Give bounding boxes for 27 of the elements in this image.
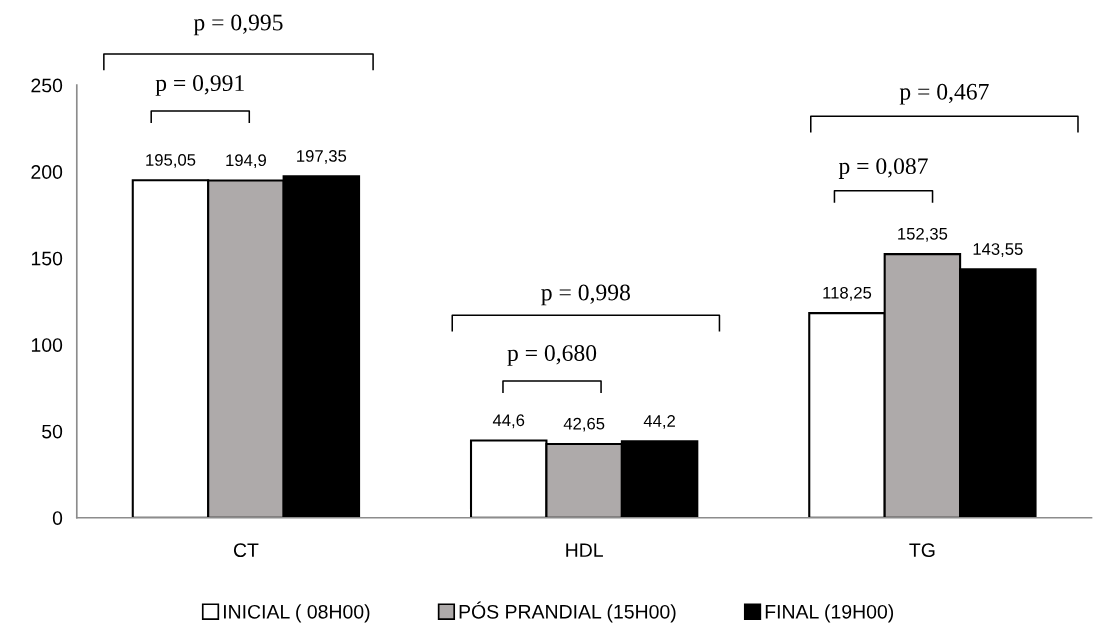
legend-label: INICIAL ( 08H00): [224, 604, 370, 623]
text: p = 0,995: [193, 14, 283, 36]
y-tick-label: 100: [31, 338, 63, 352]
data-label: 118,25: [823, 286, 872, 301]
data-label: 143,55: [973, 243, 1023, 257]
data-label: 195,05: [146, 154, 196, 168]
x-tick-label: CT: [233, 543, 259, 558]
x-tick-label: HDL: [566, 543, 603, 557]
y-tick-label: 250: [31, 78, 63, 93]
y-tick-label: 0: [52, 511, 63, 525]
annotation: p = 0,998: [541, 284, 630, 306]
data-label: 44,6: [492, 414, 525, 429]
annotation: p = 0,991: [155, 75, 244, 96]
data-label: 194,9: [226, 154, 266, 169]
y-tick-label: 200: [31, 165, 63, 179]
data-label: 152,35: [898, 227, 948, 242]
data-label: 42,65: [563, 417, 605, 432]
legend-label: PÓS PRANDIAL (15H00): [459, 601, 676, 623]
annotation: p = 0,467: [899, 83, 989, 105]
data-label: 44,2: [643, 415, 675, 429]
annotation: p = 0,087: [838, 158, 928, 179]
y-tick-label: 150: [31, 251, 63, 266]
annotation: p = 0,680: [507, 345, 597, 366]
y-tick-label: 50: [42, 424, 63, 439]
data-label: 197,35: [297, 150, 347, 164]
x-tick-label: TG: [909, 543, 935, 558]
legend-label: FINAL (19H00): [765, 604, 894, 623]
